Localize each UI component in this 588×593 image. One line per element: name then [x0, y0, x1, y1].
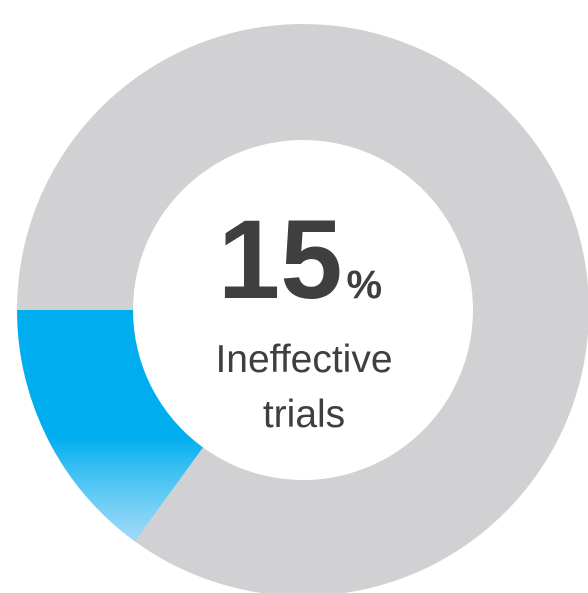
center-label: Ineffective [215, 338, 392, 381]
center-value: 15% [218, 197, 382, 322]
donut [17, 24, 588, 593]
center-number: 15 [218, 197, 343, 322]
donut-segment [17, 24, 588, 593]
center-label: trials [263, 393, 345, 436]
segment-shade [17, 310, 204, 542]
center-unit: % [347, 263, 383, 307]
